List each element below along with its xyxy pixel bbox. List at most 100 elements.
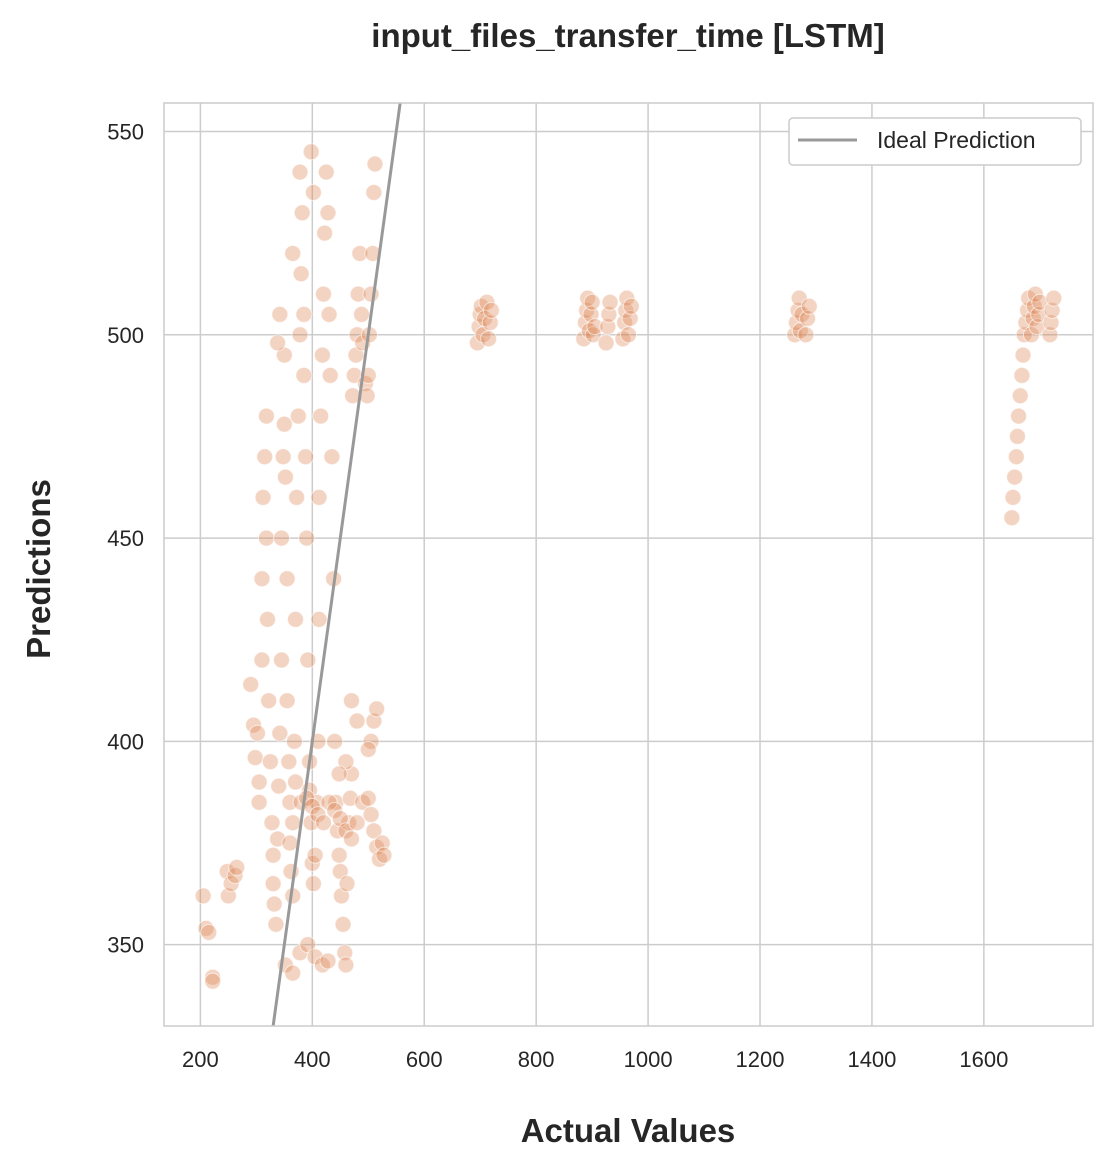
- scatter-point: [622, 297, 640, 315]
- scatter-point: [1006, 468, 1024, 486]
- scatter-point: [481, 314, 499, 332]
- scatter-point: [265, 895, 283, 913]
- scatter-point: [271, 305, 289, 323]
- scatter-point: [366, 155, 384, 173]
- scatter-point: [1008, 427, 1026, 445]
- scatter-point: [319, 204, 337, 222]
- ideal-prediction-line: [271, 102, 402, 1027]
- scatter-point: [242, 675, 260, 693]
- scatter-point: [319, 952, 337, 970]
- scatter-point: [621, 310, 639, 328]
- y-tick-label: 400: [107, 729, 144, 754]
- scatter-point: [261, 753, 279, 771]
- scatter-point: [342, 830, 360, 848]
- scatter-point: [330, 846, 348, 864]
- scatter-point: [295, 305, 313, 323]
- scatter-point: [359, 741, 377, 759]
- legend-label: Ideal Prediction: [877, 127, 1036, 153]
- scatter-point: [1003, 509, 1021, 527]
- scatter-point: [306, 846, 324, 864]
- scatter-point: [245, 716, 263, 734]
- scatter-point: [348, 814, 366, 832]
- y-tick-label: 500: [107, 323, 144, 348]
- scatter-point: [291, 326, 309, 344]
- scatter-point: [267, 915, 285, 933]
- scatter-point: [1004, 488, 1022, 506]
- scatter-point: [264, 875, 282, 893]
- scatter-point: [323, 448, 341, 466]
- x-tick-label: 800: [518, 1047, 555, 1072]
- scatter-point: [797, 326, 815, 344]
- scatter-point: [276, 468, 294, 486]
- legend: Ideal Prediction: [788, 117, 1082, 166]
- scatter-point: [478, 293, 496, 311]
- scatter-point: [204, 968, 222, 986]
- scatter-point: [310, 488, 328, 506]
- scatter-point: [299, 651, 317, 669]
- x-tick-label: 1600: [959, 1047, 1008, 1072]
- scatter-point: [368, 700, 386, 718]
- scatter-point: [601, 293, 619, 311]
- scatter-point: [278, 692, 296, 710]
- scatter-point: [264, 846, 282, 864]
- scatter-point: [338, 875, 356, 893]
- scatter-point: [274, 448, 292, 466]
- scatter-point: [342, 692, 360, 710]
- scatter-point: [275, 415, 293, 433]
- scatter-point: [320, 305, 338, 323]
- scatter-point: [278, 570, 296, 588]
- scatter-point: [288, 488, 306, 506]
- scatter-point: [263, 814, 281, 832]
- y-tick-label: 350: [107, 933, 144, 958]
- scatter-point: [314, 814, 332, 832]
- scatter-point: [349, 285, 367, 303]
- x-tick-label: 400: [294, 1047, 331, 1072]
- scatter-point: [359, 789, 377, 807]
- scatter-point: [330, 765, 348, 783]
- scatter-point: [248, 724, 266, 742]
- tick-labels: 200 400 600 800 1000 1200 1400 1600 350 400 450 500…: [107, 119, 1008, 1072]
- scatter-point: [284, 814, 302, 832]
- plot-frame: [163, 102, 1094, 1027]
- scatter-point: [270, 777, 288, 795]
- y-tick-label: 550: [107, 119, 144, 144]
- scatter-point: [1013, 366, 1031, 384]
- scatter-point: [1026, 285, 1044, 303]
- scatter-point: [375, 846, 393, 864]
- scatter-point: [293, 204, 311, 222]
- scatter-point: [353, 305, 371, 323]
- scatter-point: [259, 610, 277, 628]
- scatter-point: [1042, 314, 1060, 332]
- x-tick-label: 200: [182, 1047, 219, 1072]
- scatter-point: [204, 972, 222, 990]
- scatter-point: [586, 318, 604, 336]
- scatter-point: [620, 326, 637, 344]
- scatter-point: [256, 448, 274, 466]
- scatter-point: [280, 753, 298, 771]
- chart-title: input_files_transfer_time [LSTM]: [371, 17, 884, 54]
- scatter-point: [310, 610, 328, 628]
- x-tick-label: 1400: [847, 1047, 896, 1072]
- scatter-point: [260, 692, 278, 710]
- legend-box: [788, 117, 1082, 166]
- scatter-point: [351, 244, 369, 262]
- scatter-point: [273, 651, 291, 669]
- scatter-point: [362, 285, 380, 303]
- scatter-point: [1014, 346, 1032, 364]
- scatter-point: [482, 301, 500, 319]
- scatter-point: [297, 448, 315, 466]
- scatter-point: [228, 858, 246, 876]
- scatter-point: [348, 712, 366, 730]
- scatter-point: [480, 330, 498, 348]
- scatter-point: [365, 183, 383, 201]
- scatter-point: [246, 749, 264, 767]
- scatter-point: [304, 183, 322, 201]
- scatter-point: [326, 732, 344, 750]
- scatter-point: [1030, 305, 1048, 323]
- scatter-point: [334, 915, 352, 933]
- scatter-point: [313, 346, 331, 364]
- scatter-point: [1010, 407, 1028, 425]
- scatter-point: [1045, 289, 1063, 307]
